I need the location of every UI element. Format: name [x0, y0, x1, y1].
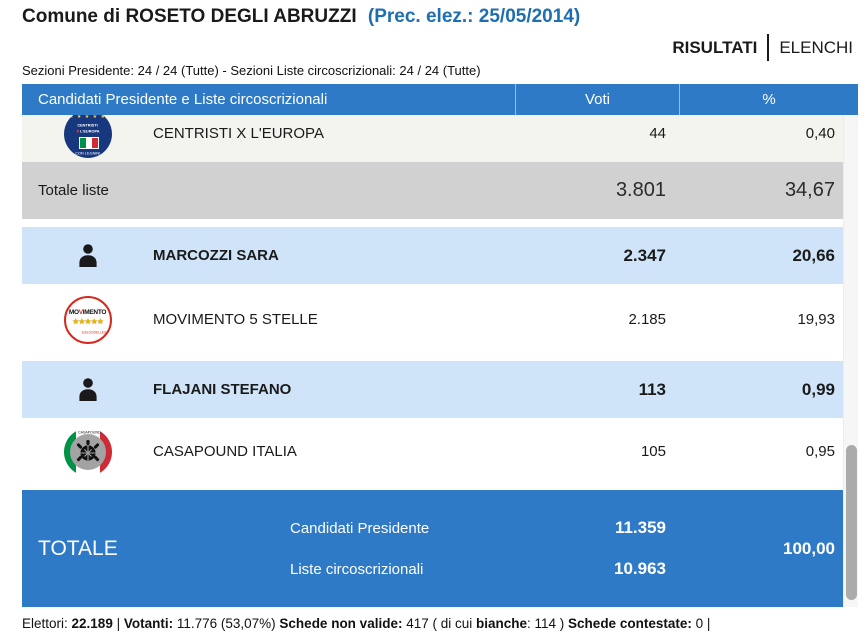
- scrollbar-thumb[interactable]: [846, 445, 857, 600]
- table-header-row: Candidati Presidente e Liste circoscrizi…: [22, 84, 858, 115]
- comune-title: Comune di ROSETO DEGLI ABRUZZI: [22, 6, 357, 27]
- table-row-candidate: MARCOZZI SARA 2.347 20,66: [22, 227, 843, 284]
- stars-icon: ★ ★ ★ ★ ★: [69, 115, 106, 120]
- totale-liste-label: Liste circoscrizionali: [290, 561, 424, 578]
- candidate-votes: 2.347: [623, 245, 666, 265]
- results-table: Candidati Presidente e Liste circoscrizi…: [22, 84, 858, 607]
- table-body: ★ ★ ★ ★ ★ CENTRISTI X L'EUROPA CON LEGNI…: [22, 115, 843, 607]
- turnout-stats-line: Elettori: 22.189 | Votanti: 11.776 (53,0…: [22, 616, 711, 631]
- list-name: CENTRISTI X L'EUROPA: [153, 125, 324, 142]
- header-voti: Voti: [515, 84, 680, 115]
- person-icon: [78, 243, 97, 267]
- table-row: ★ ★ ★ ★ ★ CENTRISTI X L'EUROPA CON LEGNI…: [22, 115, 843, 162]
- movimento-5-stelle-logo: MOVIMENTO ★★★★★ ILBLOGDELLESTELLE.IT: [63, 295, 112, 344]
- table-row-totale-liste: Totale liste 3.801 34,67: [22, 162, 843, 219]
- centristi-x-leuropa-logo: ★ ★ ★ ★ ★ CENTRISTI X L'EUROPA CON LEGNI…: [63, 115, 112, 158]
- header-percent: %: [762, 91, 776, 108]
- five-stars-icon: ★★★★★: [72, 316, 104, 326]
- total-lists-label: Totale liste: [38, 182, 109, 199]
- totale-percent: 100,00: [783, 538, 835, 558]
- tab-elenchi[interactable]: ELENCHI: [779, 37, 853, 57]
- italian-flag-icon: [78, 136, 99, 149]
- totale-label: TOTALE: [38, 536, 118, 560]
- list-votes: 44: [649, 125, 666, 142]
- list-name: MOVIMENTO 5 STELLE: [153, 311, 318, 328]
- page-title: Comune di ROSETO DEGLI ABRUZZI (Prec. el…: [22, 6, 580, 28]
- table-footer-totale: TOTALE Candidati Presidente 11.359 Liste…: [22, 490, 843, 607]
- results-tabs: RISULTATI ELENCHI: [672, 34, 853, 61]
- table-row: CASAPOUND ITALIA CASAPOUND ITALIA 105 0,…: [22, 423, 843, 480]
- totale-liste-value: 10.963: [614, 559, 666, 578]
- list-percent: 0,95: [805, 443, 835, 460]
- table-row-candidate: FLAJANI STEFANO 113 0,99: [22, 361, 843, 418]
- table-row: MOVIMENTO ★★★★★ ILBLOGDELLESTELLE.IT MOV…: [22, 291, 843, 348]
- candidate-name: MARCOZZI SARA: [153, 247, 279, 264]
- header-candidates-lists: Candidati Presidente e Liste circoscrizi…: [38, 91, 328, 108]
- total-lists-percent: 34,67: [784, 179, 835, 201]
- previous-election-link[interactable]: (Prec. elez.: 25/05/2014): [367, 6, 581, 27]
- flag-red-band: [99, 427, 112, 476]
- person-icon: [78, 377, 97, 401]
- vertical-scrollbar[interactable]: [843, 115, 858, 607]
- candidate-percent: 20,66: [792, 245, 835, 265]
- totale-presidente-label: Candidati Presidente: [290, 520, 430, 537]
- totale-presidente-value: 11.359: [614, 518, 666, 537]
- tab-divider: [767, 34, 770, 61]
- tab-risultati[interactable]: RISULTATI: [672, 37, 758, 57]
- sections-counter-line: Sezioni Presidente: 24 / 24 (Tutte) - Se…: [22, 63, 481, 78]
- list-percent: 19,93: [797, 311, 835, 328]
- list-votes: 105: [640, 443, 666, 460]
- list-name: CASAPOUND ITALIA: [153, 443, 297, 460]
- candidate-name: FLAJANI STEFANO: [153, 381, 292, 398]
- candidate-votes: 113: [638, 379, 666, 399]
- list-votes: 2.185: [628, 311, 666, 328]
- turtle-icon: [76, 439, 99, 461]
- total-lists-votes: 3.801: [615, 179, 666, 201]
- casapound-italia-logo: CASAPOUND ITALIA: [63, 427, 112, 476]
- list-percent: 0,40: [805, 125, 835, 142]
- candidate-percent: 0,99: [801, 379, 835, 399]
